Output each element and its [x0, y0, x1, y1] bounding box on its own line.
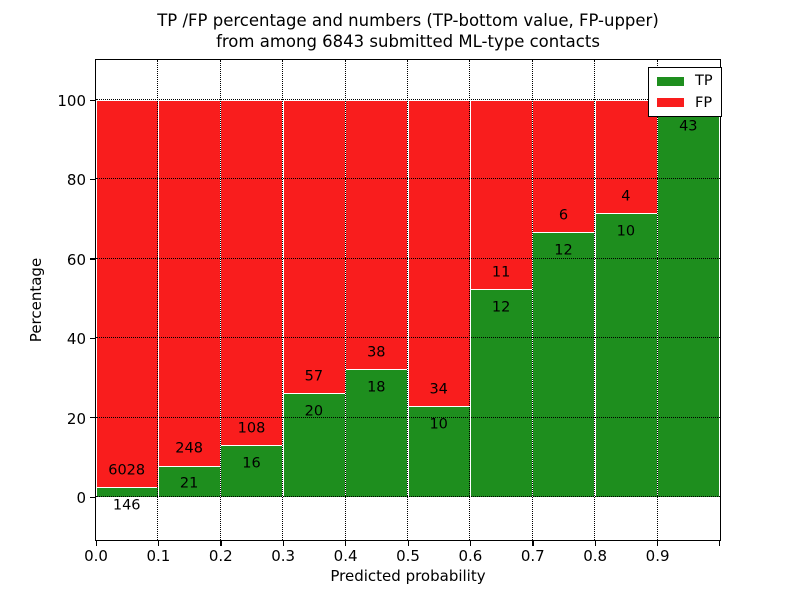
- x-tick-label: 0.9: [645, 547, 670, 565]
- x-tick-label: 0.2: [208, 547, 233, 565]
- bar-fp-segment: [345, 99, 409, 369]
- x-tick-label: 0.6: [458, 547, 483, 565]
- x-tick-label: 0.3: [271, 547, 296, 565]
- bar-tp-segment: [345, 368, 409, 497]
- x-tick-mark: [95, 541, 97, 546]
- y-tick-mark: [90, 496, 95, 498]
- y-tick-label: 80: [66, 171, 86, 190]
- bar-count-label-fp: 108: [237, 420, 266, 437]
- bar-count-label-tp: 16: [242, 455, 261, 472]
- y-tick-mark: [90, 258, 95, 260]
- bar-count-label-tp: 20: [304, 403, 324, 420]
- y-tick-label: 100: [57, 92, 86, 110]
- y-tick-mark: [90, 178, 95, 181]
- fp-swatch-icon: [657, 98, 684, 108]
- horizontal-gridline: [95, 99, 720, 100]
- bar-fp-segment: [469, 99, 533, 290]
- y-tick-mark: [90, 417, 95, 419]
- bar-count-label-tp: 12: [554, 241, 573, 258]
- annotations-layer: 6028146248211081657203818341011126124101…: [96, 60, 720, 540]
- x-tick-mark: [157, 541, 160, 546]
- x-tick-mark: [532, 541, 534, 546]
- y-axis-label: Percentage: [27, 257, 45, 343]
- vertical-gridline: [344, 59, 346, 540]
- vertical-gridline: [594, 59, 596, 540]
- legend-item-label: FP: [695, 94, 713, 111]
- bars-layer: [95, 60, 720, 540]
- bar-fp-segment: [532, 99, 596, 232]
- bar-count-label-fp: 11: [491, 264, 511, 281]
- x-tick-mark: [657, 541, 659, 546]
- vertical-gridline: [407, 59, 408, 540]
- x-tick-mark: [220, 541, 222, 546]
- y-tick-label: 60: [66, 250, 86, 269]
- x-tick-label: 0.0: [84, 547, 108, 565]
- chart-title-line2: from among 6843 submitted ML-type contac…: [216, 32, 600, 52]
- bar-fp-segment: [95, 99, 159, 488]
- bar-tp-segment: [220, 445, 284, 497]
- bar-count-label-tp: 18: [367, 378, 386, 395]
- vertical-gridline: [469, 59, 471, 540]
- legend-item-label: TP: [695, 73, 713, 89]
- y-tick-label: 20: [66, 409, 86, 428]
- vertical-gridline: [531, 59, 533, 540]
- chart-title-line1: TP /FP percentage and numbers (TP-bottom…: [157, 11, 659, 30]
- vertical-gridline: [157, 59, 159, 540]
- y-tick-label: 0: [76, 489, 86, 507]
- bar-count-label-tp: 12: [491, 299, 511, 316]
- vertical-gridline: [656, 59, 658, 540]
- x-tick-mark: [469, 541, 472, 546]
- x-axis-label: Predicted probability: [330, 567, 486, 585]
- bar-tp-segment: [469, 289, 533, 497]
- x-tick-label: 0.8: [583, 547, 608, 565]
- x-tick-mark: [345, 541, 347, 546]
- bar-fp-segment: [220, 99, 284, 446]
- horizontal-gridline: [95, 496, 720, 497]
- bar-count-label-fp: 6: [558, 206, 569, 223]
- x-tick-mark: [407, 541, 409, 546]
- horizontal-gridline: [95, 257, 720, 259]
- bar-count-label-fp: 248: [175, 440, 203, 457]
- bar-count-label-fp: 38: [367, 343, 386, 360]
- bar-count-label-fp: 6028: [108, 462, 146, 479]
- bar-count-label-fp: 4: [621, 188, 631, 205]
- bar-tp-segment: [657, 108, 720, 497]
- bar-count-label-tp: 10: [429, 416, 448, 433]
- y-tick-mark: [90, 337, 95, 340]
- bar-count-label-fp: 34: [429, 381, 448, 398]
- horizontal-gridline: [95, 416, 720, 418]
- bar-count-label-tp: 43: [679, 118, 698, 135]
- y-tick-mark: [90, 99, 95, 101]
- legend-item: FP: [657, 94, 713, 111]
- bar-count-label-tp: 10: [616, 222, 636, 239]
- horizontal-gridline: [95, 337, 720, 339]
- bar-count-label-tp: 146: [112, 497, 141, 514]
- bar-count-label-tp: 21: [179, 475, 199, 492]
- x-tick-label: 0.1: [146, 547, 171, 565]
- bar-count-label-fp: 57: [304, 368, 324, 385]
- legend: TP FP: [648, 67, 722, 117]
- x-tick-label: 0.4: [333, 547, 358, 565]
- x-tick-mark: [282, 541, 285, 546]
- y-tick-label: 40: [66, 330, 86, 349]
- x-tick-label: 0.7: [520, 547, 545, 565]
- horizontal-gridline: [95, 178, 720, 180]
- x-tick-label: 0.5: [396, 547, 420, 565]
- bar-tp-segment: [157, 465, 221, 497]
- plot-area: 6028146248211081657203818341011126124101…: [94, 58, 721, 541]
- legend-item: TP: [657, 74, 713, 89]
- chart-title: TP /FP percentage and numbers (TP-bottom…: [96, 10, 720, 53]
- tp-swatch-icon: [657, 76, 684, 86]
- vertical-gridline: [219, 59, 221, 540]
- vertical-gridline: [282, 59, 284, 540]
- x-tick-mark: [719, 541, 721, 546]
- grid-layer: [95, 59, 720, 540]
- x-tick-mark: [594, 541, 597, 546]
